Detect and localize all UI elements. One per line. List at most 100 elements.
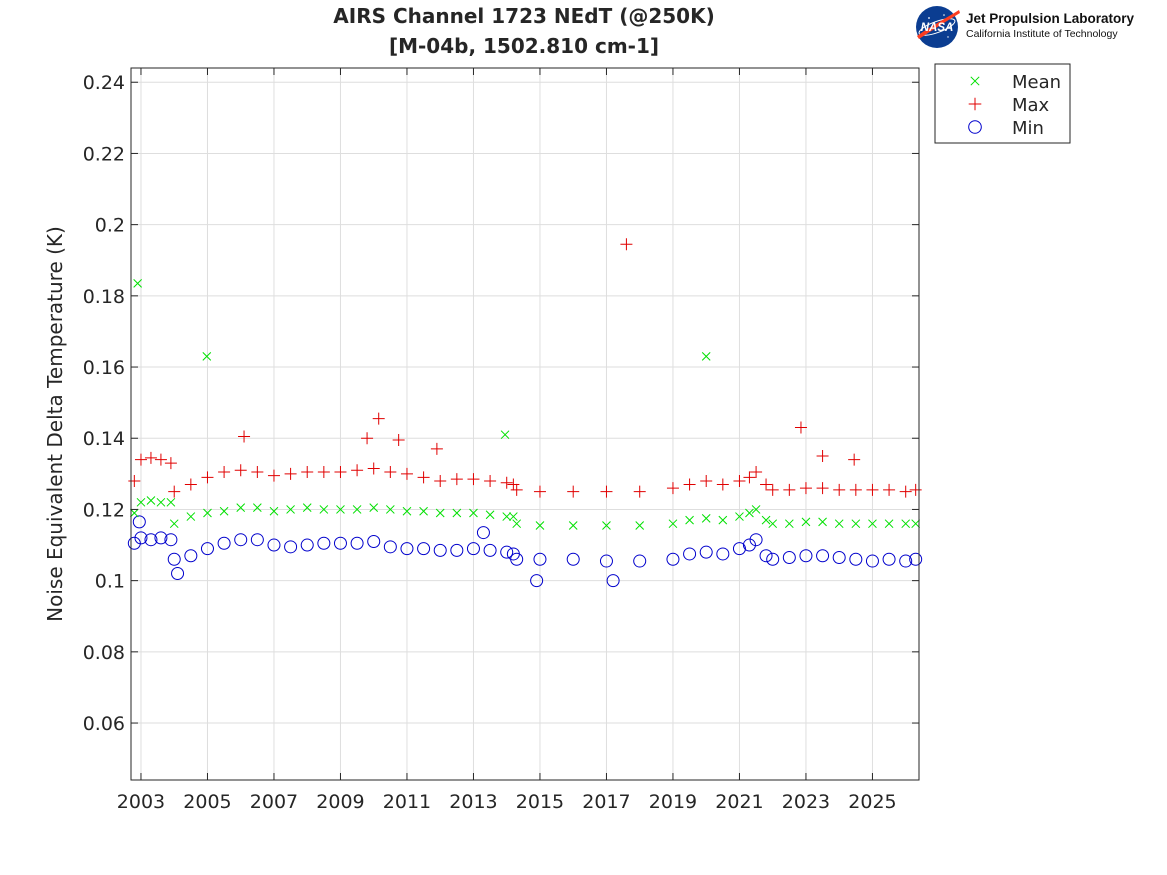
max-point <box>533 485 546 498</box>
mean-point <box>884 519 894 529</box>
mean-point <box>911 519 921 529</box>
y-tick-label: 0.2 <box>95 215 125 237</box>
max-point <box>716 478 729 491</box>
x-tick-label: 2019 <box>649 791 697 813</box>
max-point <box>633 485 646 498</box>
mean-point <box>784 519 794 529</box>
mean-point <box>252 503 262 513</box>
min-point <box>759 549 773 563</box>
plot-area <box>131 68 919 780</box>
mean-point <box>602 521 611 530</box>
max-point <box>600 485 613 498</box>
mean-point <box>169 519 179 529</box>
max-point <box>783 483 796 496</box>
legend-label-mean: Mean <box>1012 72 1061 93</box>
y-tick-label: 0.08 <box>83 642 125 664</box>
jpl-org-name: Jet Propulsion Laboratory <box>966 11 1135 26</box>
mean-point <box>568 521 578 530</box>
chart-subtitle: [M-04b, 1502.810 cm-1] <box>389 34 659 58</box>
legend-marker-max <box>968 97 982 111</box>
max-point <box>700 474 713 487</box>
jpl-logo: NASA Jet Propulsion Laboratory Californi… <box>913 4 1153 50</box>
min-point <box>154 531 168 545</box>
max-point <box>666 482 679 495</box>
min-point <box>433 543 447 557</box>
max-point <box>510 483 523 496</box>
x-tick-label: 2003 <box>117 791 165 813</box>
min-point <box>250 533 264 547</box>
min-point <box>164 533 178 547</box>
min-point <box>267 538 281 552</box>
legend-markers <box>968 76 982 134</box>
nasa-logo-text: NASA <box>921 22 954 34</box>
min-point <box>417 542 431 556</box>
legend: Mean Max Min <box>934 63 1071 144</box>
max-point <box>154 453 167 466</box>
mean-point <box>718 515 728 525</box>
max-point <box>238 430 251 443</box>
min-point <box>450 543 464 557</box>
mean-point <box>369 503 379 513</box>
data-marks <box>127 238 923 588</box>
max-point <box>301 466 314 479</box>
max-point <box>400 467 413 480</box>
x-tick-label: 2017 <box>582 791 630 813</box>
legend-label-max: Max <box>1012 95 1050 116</box>
mean-point <box>735 512 744 521</box>
min-point <box>749 533 763 547</box>
min-point <box>766 552 780 566</box>
max-point <box>284 467 297 480</box>
mean-point <box>500 430 510 440</box>
mean-point <box>502 512 512 521</box>
mean-point <box>768 519 778 529</box>
mean-point <box>156 497 166 507</box>
max-point <box>351 464 364 477</box>
mean-point <box>269 506 279 516</box>
max-point <box>848 453 861 466</box>
min-point <box>134 531 148 545</box>
min-point <box>510 552 524 566</box>
max-point <box>909 483 922 496</box>
min-point <box>333 536 347 550</box>
max-point <box>128 474 141 487</box>
min-point <box>500 545 514 559</box>
max-point <box>168 485 181 498</box>
min-point <box>184 549 198 563</box>
max-point <box>500 476 513 489</box>
y-tick-label: 0.06 <box>83 713 125 735</box>
min-point <box>849 552 863 566</box>
mean-point <box>319 505 329 514</box>
mean-point <box>834 519 844 529</box>
mean-point <box>701 352 711 361</box>
min-point <box>530 574 544 588</box>
max-point <box>866 483 879 496</box>
max-point <box>384 466 397 479</box>
mean-point <box>868 519 877 529</box>
max-point <box>334 466 347 479</box>
mean-point <box>668 519 678 529</box>
min-point <box>284 540 298 554</box>
max-point <box>361 432 374 445</box>
max-point <box>799 482 812 495</box>
y-tick-label: 0.22 <box>83 143 125 165</box>
max-point <box>434 474 447 487</box>
mean-point <box>818 517 827 527</box>
mean-point <box>685 515 694 525</box>
min-point <box>899 554 913 568</box>
max-point <box>201 471 214 484</box>
mean-point <box>136 497 146 507</box>
x-tick-label: 2005 <box>183 791 231 813</box>
mean-point <box>202 352 212 361</box>
min-point <box>476 526 490 540</box>
axis-ticks: 2003 2005 2007 2009 2011 2013 2015 2017 2019 2021… <box>83 68 919 813</box>
max-point <box>833 483 846 496</box>
x-tick-label: 2015 <box>516 791 564 813</box>
max-point <box>251 466 264 479</box>
mean-point <box>146 496 156 505</box>
y-tick-label: 0.12 <box>83 499 125 521</box>
x-tick-label: 2009 <box>316 791 364 813</box>
max-point <box>367 462 380 475</box>
min-point <box>882 552 896 566</box>
mean-point <box>701 513 711 523</box>
min-point <box>732 542 746 556</box>
